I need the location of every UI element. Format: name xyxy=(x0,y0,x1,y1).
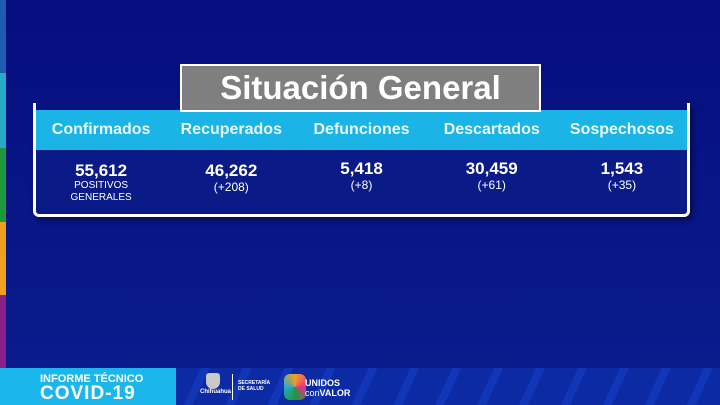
report-label: INFORME TÉCNICO COVID-19 xyxy=(0,368,176,405)
stat-recuperados: 46,262 (+208) xyxy=(166,150,296,212)
chihuahua-seal-logo: Chihuahua xyxy=(200,373,231,395)
stripe-teal xyxy=(0,73,6,148)
header-defunciones: Defunciones xyxy=(313,121,410,138)
stripe-green xyxy=(0,148,6,222)
report-line1: INFORME TÉCNICO xyxy=(40,373,144,385)
report-line2: COVID-19 xyxy=(40,383,136,404)
unidos-map-icon xyxy=(284,374,306,400)
stat-value: 46,262 xyxy=(205,161,258,180)
stripe-orange xyxy=(0,222,6,295)
gov-name: Chihuahua xyxy=(200,389,231,395)
stat-value: 5,418 xyxy=(340,159,383,178)
stat-sub: POSITIVOS xyxy=(74,180,129,191)
stat-value: 30,459 xyxy=(465,159,518,178)
stat-descartados: 30,459 (+61) xyxy=(427,150,557,212)
stripe-purple xyxy=(0,295,6,368)
stat-delta: (+208) xyxy=(213,180,249,194)
stat-value: 1,543 xyxy=(600,159,644,178)
brand-line1: UNIDOS xyxy=(305,378,341,388)
stat-delta: (+35) xyxy=(607,178,637,192)
page-title: Situación General xyxy=(180,64,541,112)
stat-confirmados: 55,612 POSITIVOS GENERALES xyxy=(36,150,166,212)
stat-value: 55,612 xyxy=(75,161,128,180)
secretaria-line1: SECRETARÍA xyxy=(238,380,271,386)
stat-defunciones: 5,418 (+8) xyxy=(296,150,426,212)
stat-delta: (+61) xyxy=(477,178,506,192)
stats-panel: Confirmados Recuperados Defunciones Desc… xyxy=(33,103,690,217)
brand-con: con xyxy=(305,388,320,398)
stat-sospechosos: 1,543 (+35) xyxy=(557,150,687,212)
secretaria-logo: SECRETARÍA DE SALUD xyxy=(238,380,270,392)
unidos-con-valor-logo: UNIDOS conVALOR xyxy=(305,378,350,398)
stripe-blue xyxy=(0,0,6,73)
header-recuperados: Recuperados xyxy=(180,121,282,138)
header-descartados: Descartados xyxy=(443,121,540,138)
divider xyxy=(232,374,233,400)
stat-delta: (+8) xyxy=(350,178,373,192)
stats-values: 55,612 POSITIVOS GENERALES 46,262 (+208)… xyxy=(36,150,687,212)
brand-valor: VALOR xyxy=(319,388,351,398)
stats-header: Confirmados Recuperados Defunciones Desc… xyxy=(36,110,687,150)
header-confirmados: Confirmados xyxy=(51,121,151,138)
stat-sub: GENERALES xyxy=(70,192,132,203)
header-sospechosos: Sospechosos xyxy=(569,121,674,138)
footer-banner: INFORME TÉCNICO COVID-19 Chihuahua SECRE… xyxy=(0,368,720,405)
secretaria-line2: DE SALUD xyxy=(238,386,264,392)
seal-icon xyxy=(206,373,220,389)
